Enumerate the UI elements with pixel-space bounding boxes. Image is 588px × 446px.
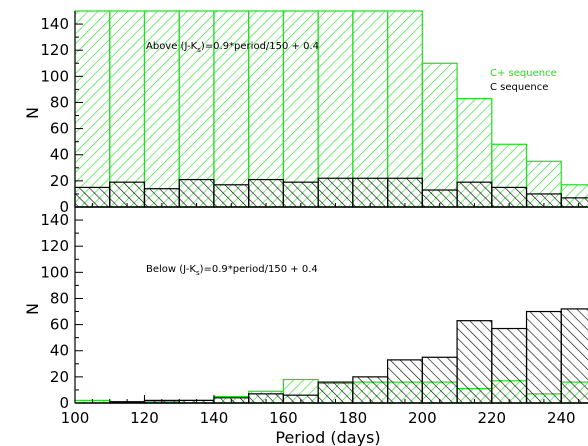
histogram-bar: [248, 10, 285, 208]
histogram-bar: [317, 177, 354, 208]
legend-entry-c: C sequence: [490, 82, 548, 93]
y-tick-label: 100: [40, 67, 69, 85]
relation-annotation: Below (J-Ks)=0.9*period/150 + 0.4: [146, 264, 318, 277]
histogram-bar: [456, 320, 493, 404]
relation-annotation: Above (J-Ks)=0.9*period/150 + 0.4: [146, 41, 319, 54]
y-tick-label: 80: [50, 289, 69, 307]
x-tick-label: 160: [269, 409, 298, 427]
series-c-bars: [109, 308, 588, 404]
histogram-bar: [387, 359, 423, 404]
annotation-prefix: Below (J-K: [146, 264, 196, 275]
y-tick-label: 140: [40, 211, 69, 229]
y-tick-label: 0: [59, 198, 69, 216]
x-tick-label: 100: [61, 409, 90, 427]
annotation-suffix: )=0.9*period/150 + 0.4: [200, 264, 318, 275]
x-axis-label: Period (days): [275, 428, 380, 446]
histogram-bar: [74, 10, 111, 208]
y-tick-label: 40: [50, 342, 69, 360]
histogram-bar: [352, 177, 389, 208]
y-tick-label: 60: [50, 120, 69, 138]
histogram-bar: [456, 181, 493, 208]
annotation-suffix: )=0.9*period/150 + 0.4: [201, 41, 319, 52]
bottom-panel: 0 20 40 60 80 100 120 140 N 100 120 140 160 180 200 220…: [23, 207, 588, 446]
x-tick-label: 220: [477, 409, 506, 427]
x-axis: 100 120 140 160 180 200 220 240: [61, 395, 580, 427]
histogram-bar: [248, 178, 285, 208]
y-tick-label: 20: [50, 172, 69, 190]
x-tick-label: 140: [200, 409, 229, 427]
histogram-bar: [109, 181, 146, 208]
y-axis: 0 20 40 60 80 100 120 140: [40, 15, 83, 216]
x-tick-label: 240: [547, 409, 576, 427]
y-tick-label: 140: [40, 15, 69, 33]
histogram-bar: [387, 10, 423, 208]
top-panel: 0 20 40 60 80 100 120 140 N Above (J-Ks)=0.9*peri…: [23, 10, 588, 216]
histogram-bar: [352, 10, 389, 208]
histogram-bar: [109, 10, 146, 208]
legend-entry-c-plus: C+ sequence: [490, 68, 557, 79]
annotation-subscript: s: [197, 46, 201, 54]
x-tick-label: 120: [130, 409, 159, 427]
y-tick-label: 0: [59, 394, 69, 412]
histogram-bar: [317, 10, 354, 208]
x-axis: [74, 199, 580, 207]
y-tick-label: 120: [40, 41, 69, 59]
histogram-bar: [178, 178, 215, 208]
y-axis: 0 20 40 60 80 100 120 140: [40, 211, 83, 412]
y-tick-label: 60: [50, 316, 69, 334]
y-axis-label: N: [23, 303, 42, 315]
histogram-bar: [525, 310, 562, 404]
series-c-bars: [74, 177, 588, 208]
histogram-bar: [421, 356, 458, 404]
annotation-prefix: Above (J-K: [146, 41, 198, 52]
histogram-bar: [560, 308, 588, 404]
histogram-bar: [387, 177, 423, 208]
x-tick-label: 180: [339, 409, 368, 427]
y-tick-label: 20: [50, 368, 69, 386]
histogram-bar: [560, 197, 588, 208]
y-tick-label: 80: [50, 93, 69, 111]
legend: C+ sequence C sequence: [490, 68, 557, 93]
y-tick-label: 40: [50, 146, 69, 164]
series-c-plus-bars: [74, 10, 588, 208]
histogram-bar: [491, 327, 528, 404]
y-tick-label: 120: [40, 237, 69, 255]
annotation-subscript: s: [196, 269, 200, 277]
histogram-bar: [421, 62, 458, 208]
y-tick-label: 100: [40, 263, 69, 281]
y-axis-label: N: [23, 107, 42, 119]
x-tick-label: 200: [408, 409, 437, 427]
histogram-bar: [143, 10, 180, 208]
